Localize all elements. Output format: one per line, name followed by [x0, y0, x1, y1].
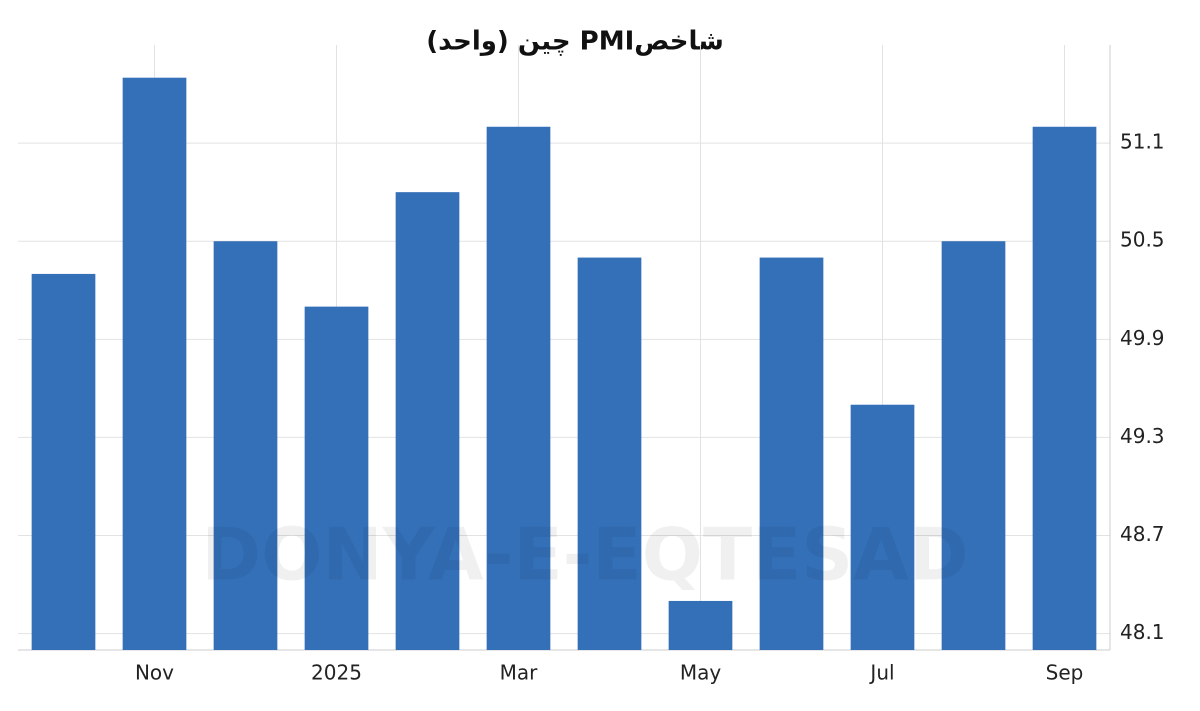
y-tick-label: 51.1 — [1120, 130, 1165, 154]
chart-title: شاخصPMI چین (واحد) — [426, 27, 724, 57]
y-tick-label: 50.5 — [1120, 228, 1165, 252]
y-tick-label: 48.1 — [1120, 620, 1165, 644]
bar — [941, 241, 1006, 650]
bar — [486, 126, 551, 650]
y-tick-label: 49.9 — [1120, 326, 1165, 350]
watermark: DONYA-E-EQTESAD — [201, 513, 968, 597]
bar — [304, 306, 369, 650]
bar — [1032, 126, 1097, 650]
x-tick-label: May — [680, 661, 722, 685]
bar — [122, 77, 187, 651]
bar — [668, 600, 733, 650]
bar — [395, 192, 460, 650]
x-tick-label: Jul — [868, 661, 894, 685]
bar — [850, 404, 915, 650]
y-tick-label: 49.3 — [1120, 424, 1165, 448]
bar — [31, 273, 96, 650]
x-tick-label: Sep — [1046, 661, 1084, 685]
bar — [577, 257, 642, 650]
x-tick-label: Nov — [135, 661, 174, 685]
y-tick-label: 48.7 — [1120, 522, 1165, 546]
x-tick-label: Mar — [500, 661, 539, 685]
bar — [759, 257, 824, 650]
bar — [213, 241, 278, 650]
x-tick-label: 2025 — [311, 661, 362, 685]
